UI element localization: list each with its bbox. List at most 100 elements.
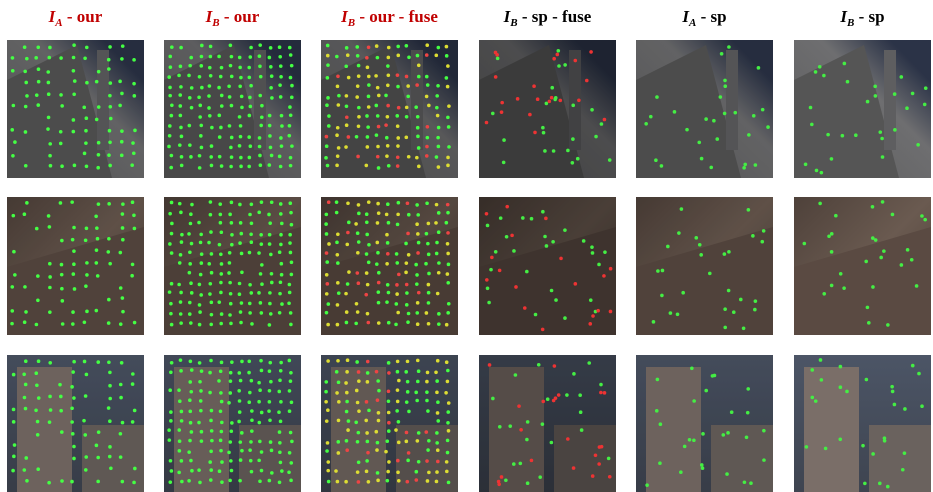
keypoint	[61, 322, 65, 326]
keypoint	[200, 430, 204, 434]
keypoint	[499, 216, 503, 220]
keypoint	[70, 200, 74, 204]
keypoint	[230, 55, 234, 59]
keypoint	[268, 361, 272, 365]
keypoint	[269, 65, 273, 69]
keypoint	[354, 222, 358, 226]
keypoint	[230, 155, 234, 159]
title-suffix: - our - fuse	[355, 7, 438, 26]
keypoint	[327, 200, 331, 204]
keypoint	[446, 451, 450, 455]
keypoint	[23, 212, 27, 216]
keypoint	[250, 418, 254, 422]
keypoint	[108, 371, 112, 375]
keypoint	[187, 74, 191, 78]
keypoint	[487, 301, 491, 305]
keypoint	[220, 262, 224, 266]
keypoint	[395, 252, 399, 256]
keypoint	[326, 408, 330, 412]
keypoint	[257, 400, 261, 404]
keypoint	[356, 84, 360, 88]
keypoint	[367, 321, 371, 325]
keypoint	[375, 133, 379, 137]
image-cell	[7, 40, 144, 178]
keypoint	[366, 312, 370, 316]
keypoint	[259, 272, 263, 276]
keypoint	[248, 213, 252, 217]
keypoint	[97, 430, 101, 434]
keypoint	[397, 273, 401, 277]
keypoint	[387, 74, 391, 78]
keypoint	[325, 419, 329, 423]
image-cell	[794, 40, 931, 178]
keypoint	[70, 480, 74, 484]
keypoint	[356, 155, 360, 159]
keypoint	[427, 222, 431, 226]
keypoint	[59, 395, 63, 399]
keypoint	[230, 221, 234, 225]
keypoint	[396, 223, 400, 227]
keypoint	[345, 46, 349, 50]
keypoint	[396, 54, 400, 58]
keypoint	[445, 360, 449, 364]
keypoint	[289, 164, 293, 168]
keypoint	[344, 64, 348, 68]
keypoint	[290, 64, 294, 68]
keypoint	[645, 483, 649, 487]
keypoint	[287, 134, 291, 138]
keypoint	[491, 397, 495, 401]
keypoint	[445, 54, 449, 58]
keypoint	[886, 485, 890, 489]
keypoint	[446, 156, 450, 160]
keypoint	[108, 384, 112, 388]
keypoint	[167, 428, 171, 432]
keypoint	[396, 164, 400, 168]
keypoint	[551, 240, 555, 244]
keypoint	[24, 81, 28, 85]
keypoint	[289, 379, 293, 383]
keypoint	[346, 428, 350, 432]
keypoint	[541, 422, 545, 426]
keypoint	[169, 370, 173, 374]
keypoint	[347, 76, 351, 80]
keypoint	[219, 213, 223, 217]
keypoint	[227, 401, 231, 405]
keypoint	[119, 432, 123, 436]
keypoint	[510, 234, 514, 238]
keypoint	[854, 133, 858, 137]
keypoint	[903, 407, 907, 411]
keypoint	[23, 396, 27, 400]
keypoint	[550, 441, 554, 445]
keypoint	[386, 283, 390, 287]
keypoint	[95, 261, 99, 265]
keypoint	[537, 363, 541, 367]
keypoint	[394, 428, 398, 432]
keypoint	[436, 84, 440, 88]
keypoint	[97, 141, 101, 145]
keypoint	[355, 302, 359, 306]
keypoint	[752, 114, 756, 118]
keypoint	[189, 321, 193, 325]
keypoint	[258, 145, 262, 149]
keypoint	[677, 231, 681, 235]
keypoint	[376, 202, 380, 206]
keypoint	[425, 75, 429, 79]
keypoint	[72, 130, 76, 134]
keypoint	[365, 459, 369, 463]
keypoint	[366, 371, 370, 375]
keypoint	[573, 59, 577, 63]
keypoint	[502, 161, 506, 165]
keypoint	[485, 212, 489, 216]
keypoint	[260, 450, 264, 454]
keypoint	[397, 201, 401, 205]
keypoint	[357, 379, 361, 383]
keypoint	[95, 226, 99, 230]
keypoint	[417, 75, 421, 79]
keypoint	[426, 448, 430, 452]
keypoint	[377, 271, 381, 275]
keypoint	[325, 103, 329, 107]
keypoint	[554, 298, 558, 302]
keypoint	[324, 400, 328, 404]
keypoint	[760, 240, 764, 244]
keypoint	[580, 428, 584, 432]
